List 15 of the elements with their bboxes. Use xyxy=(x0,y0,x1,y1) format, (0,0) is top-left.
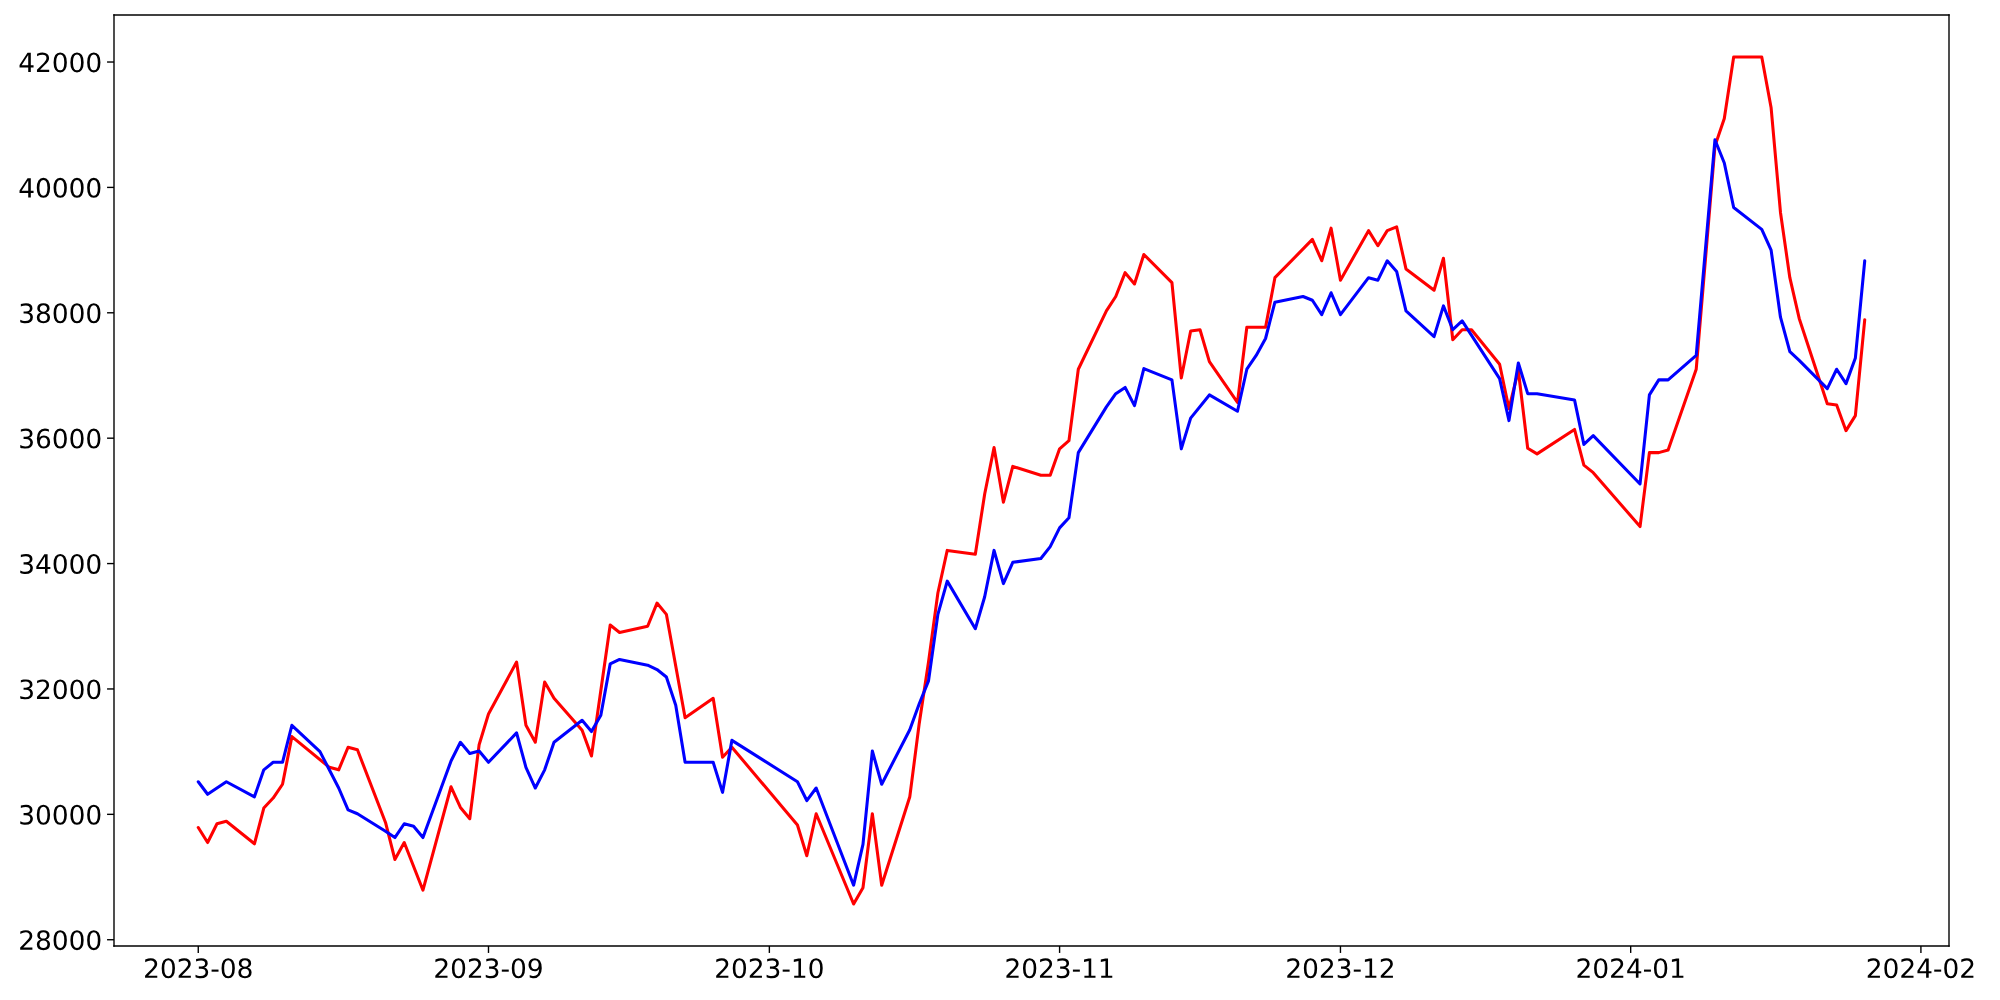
y-tick-label: 32000 xyxy=(20,679,101,700)
x-tick-label: 2023-11 xyxy=(1006,958,1113,979)
x-tick-label: 2023-09 xyxy=(435,958,542,979)
y-tick-label: 38000 xyxy=(20,303,101,324)
x-tick-label: 2024-01 xyxy=(1577,958,1684,979)
y-tick-label: 40000 xyxy=(19,177,101,198)
y-tick-label: 42000 xyxy=(19,52,101,73)
y-tick-label: 28000 xyxy=(20,930,101,951)
y-tick-label: 30000 xyxy=(20,804,101,825)
x-tick-label: 2023-10 xyxy=(716,958,823,979)
x-tick-label: 2023-08 xyxy=(145,958,252,979)
y-tick-label: 34000 xyxy=(20,554,101,574)
x-tick-label: 2024-02 xyxy=(1867,958,1974,979)
y-tick-label: 36000 xyxy=(20,428,101,449)
x-tick-label: 2023-12 xyxy=(1287,958,1393,979)
